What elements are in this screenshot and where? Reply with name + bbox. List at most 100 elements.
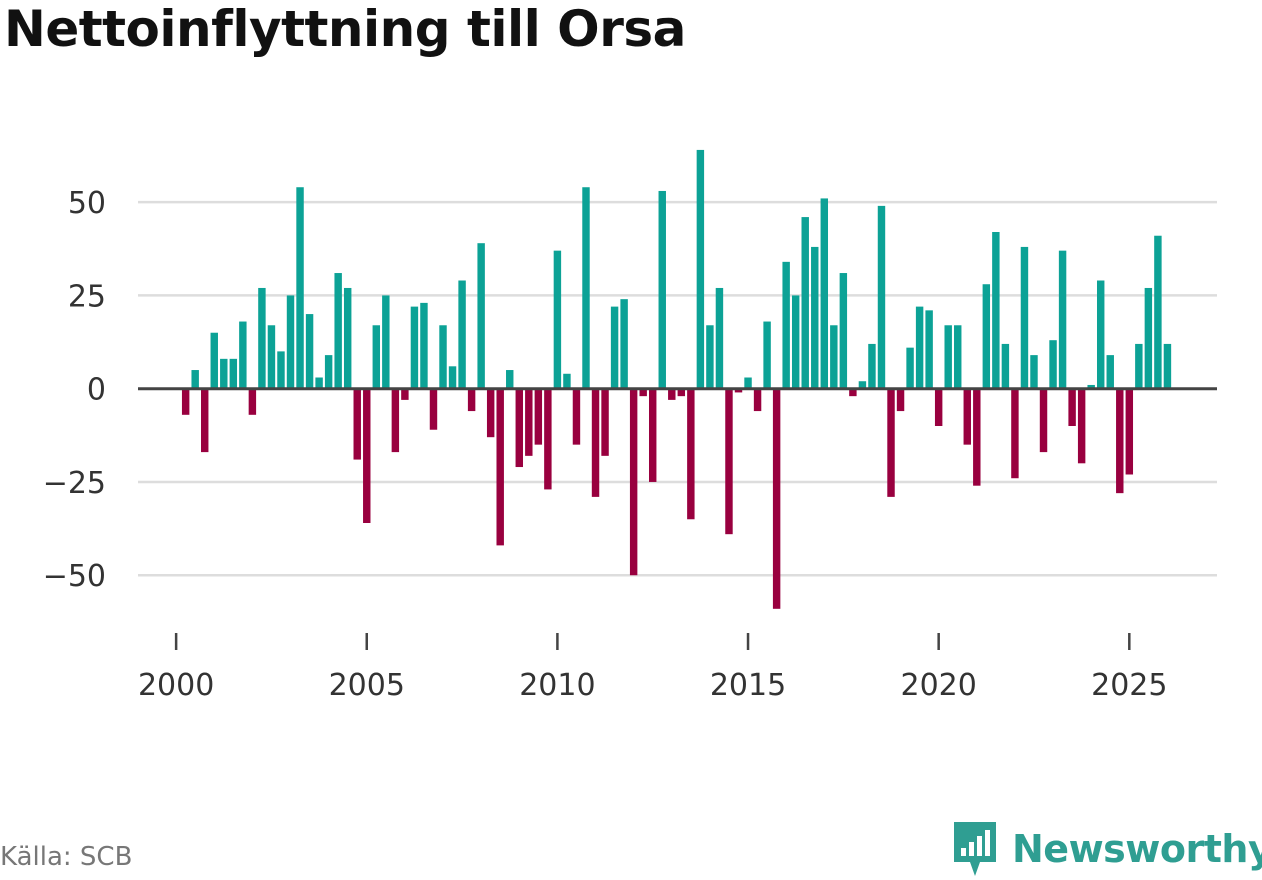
bar [963, 388, 971, 445]
bar [725, 388, 733, 535]
bar [839, 273, 848, 389]
bar [220, 358, 228, 389]
bar [772, 388, 781, 609]
x-tick-label: 2015 [710, 668, 786, 703]
bar [563, 373, 571, 389]
bar [181, 388, 190, 415]
bar [868, 343, 876, 389]
bar [734, 388, 743, 393]
bar [458, 280, 466, 389]
bar [391, 388, 400, 453]
bar [372, 325, 381, 389]
bar [1163, 343, 1172, 389]
bar [191, 370, 199, 389]
bar [791, 295, 800, 389]
bar [305, 314, 314, 389]
bar [1011, 388, 1019, 479]
bar [1106, 355, 1114, 389]
bar [534, 388, 543, 445]
bar [429, 388, 438, 430]
bar [629, 388, 638, 576]
y-axis: 50 25 0 −25 −50 [43, 186, 106, 594]
bar [353, 388, 361, 460]
bar [486, 388, 495, 438]
bar [582, 187, 590, 389]
bar [210, 332, 218, 389]
bar [687, 388, 695, 520]
y-tick-label: −25 [43, 466, 106, 501]
bar [258, 287, 266, 389]
bar [315, 377, 323, 389]
gridlines [138, 200, 1217, 577]
bar [877, 205, 886, 389]
bar [496, 388, 504, 546]
bar [1144, 287, 1153, 389]
bars [181, 149, 1172, 609]
brand-logo[interactable]: Newsworthy [950, 818, 1262, 880]
bar [1125, 388, 1134, 475]
bar [477, 243, 485, 389]
bar [639, 388, 647, 397]
bar [820, 198, 829, 389]
bar [982, 284, 991, 389]
x-axis: 2000 2005 2010 2015 2020 2025 [138, 633, 1167, 703]
bar [992, 232, 1000, 389]
bar [420, 302, 428, 389]
bar [620, 299, 628, 389]
bar [801, 217, 809, 389]
bar [506, 370, 514, 389]
bar [1068, 388, 1076, 426]
bar [925, 310, 933, 389]
bar [286, 295, 295, 389]
bar [515, 388, 523, 468]
bar [334, 273, 342, 389]
bar [648, 388, 657, 482]
bar [572, 388, 581, 445]
bar [1096, 280, 1105, 389]
bar [239, 321, 247, 389]
newsworthy-logo-icon [954, 822, 996, 876]
y-tick-label: 25 [68, 279, 106, 314]
bar [1077, 388, 1086, 464]
bar [668, 388, 676, 400]
bar [1135, 343, 1143, 389]
y-tick-label: 0 [87, 373, 106, 408]
bar [1154, 235, 1162, 389]
bar [525, 388, 533, 456]
bar [439, 325, 447, 389]
bar [934, 388, 943, 426]
bar [763, 321, 771, 389]
bar [343, 287, 352, 389]
bar [1001, 343, 1010, 389]
y-tick-label: −50 [43, 559, 106, 594]
bar [677, 388, 686, 397]
bar [448, 366, 457, 389]
bar [553, 250, 562, 389]
bar [382, 295, 390, 389]
bar [830, 325, 838, 389]
bar [610, 306, 619, 389]
y-tick-label: 50 [68, 186, 106, 221]
bar [906, 347, 914, 389]
x-tick-label: 2010 [519, 668, 595, 703]
bar [544, 388, 552, 490]
bar [944, 325, 952, 389]
bar [715, 287, 724, 389]
bar [696, 149, 705, 389]
bar [324, 355, 333, 389]
bar [973, 388, 981, 486]
bar [849, 388, 857, 397]
x-tick-label: 2005 [329, 668, 405, 703]
brand-name: Newsworthy [1012, 827, 1262, 871]
bar [296, 187, 304, 389]
bar [782, 261, 790, 389]
bar [1049, 340, 1057, 389]
bar [467, 388, 476, 412]
bar [954, 325, 962, 389]
bar [591, 388, 600, 497]
bar [706, 325, 714, 389]
bar [410, 306, 419, 389]
bar [277, 351, 285, 389]
bar [363, 388, 371, 523]
chart-area: 50 25 0 −25 −50 2000 2005 2010 2015 2020 2025 [43, 149, 1217, 703]
